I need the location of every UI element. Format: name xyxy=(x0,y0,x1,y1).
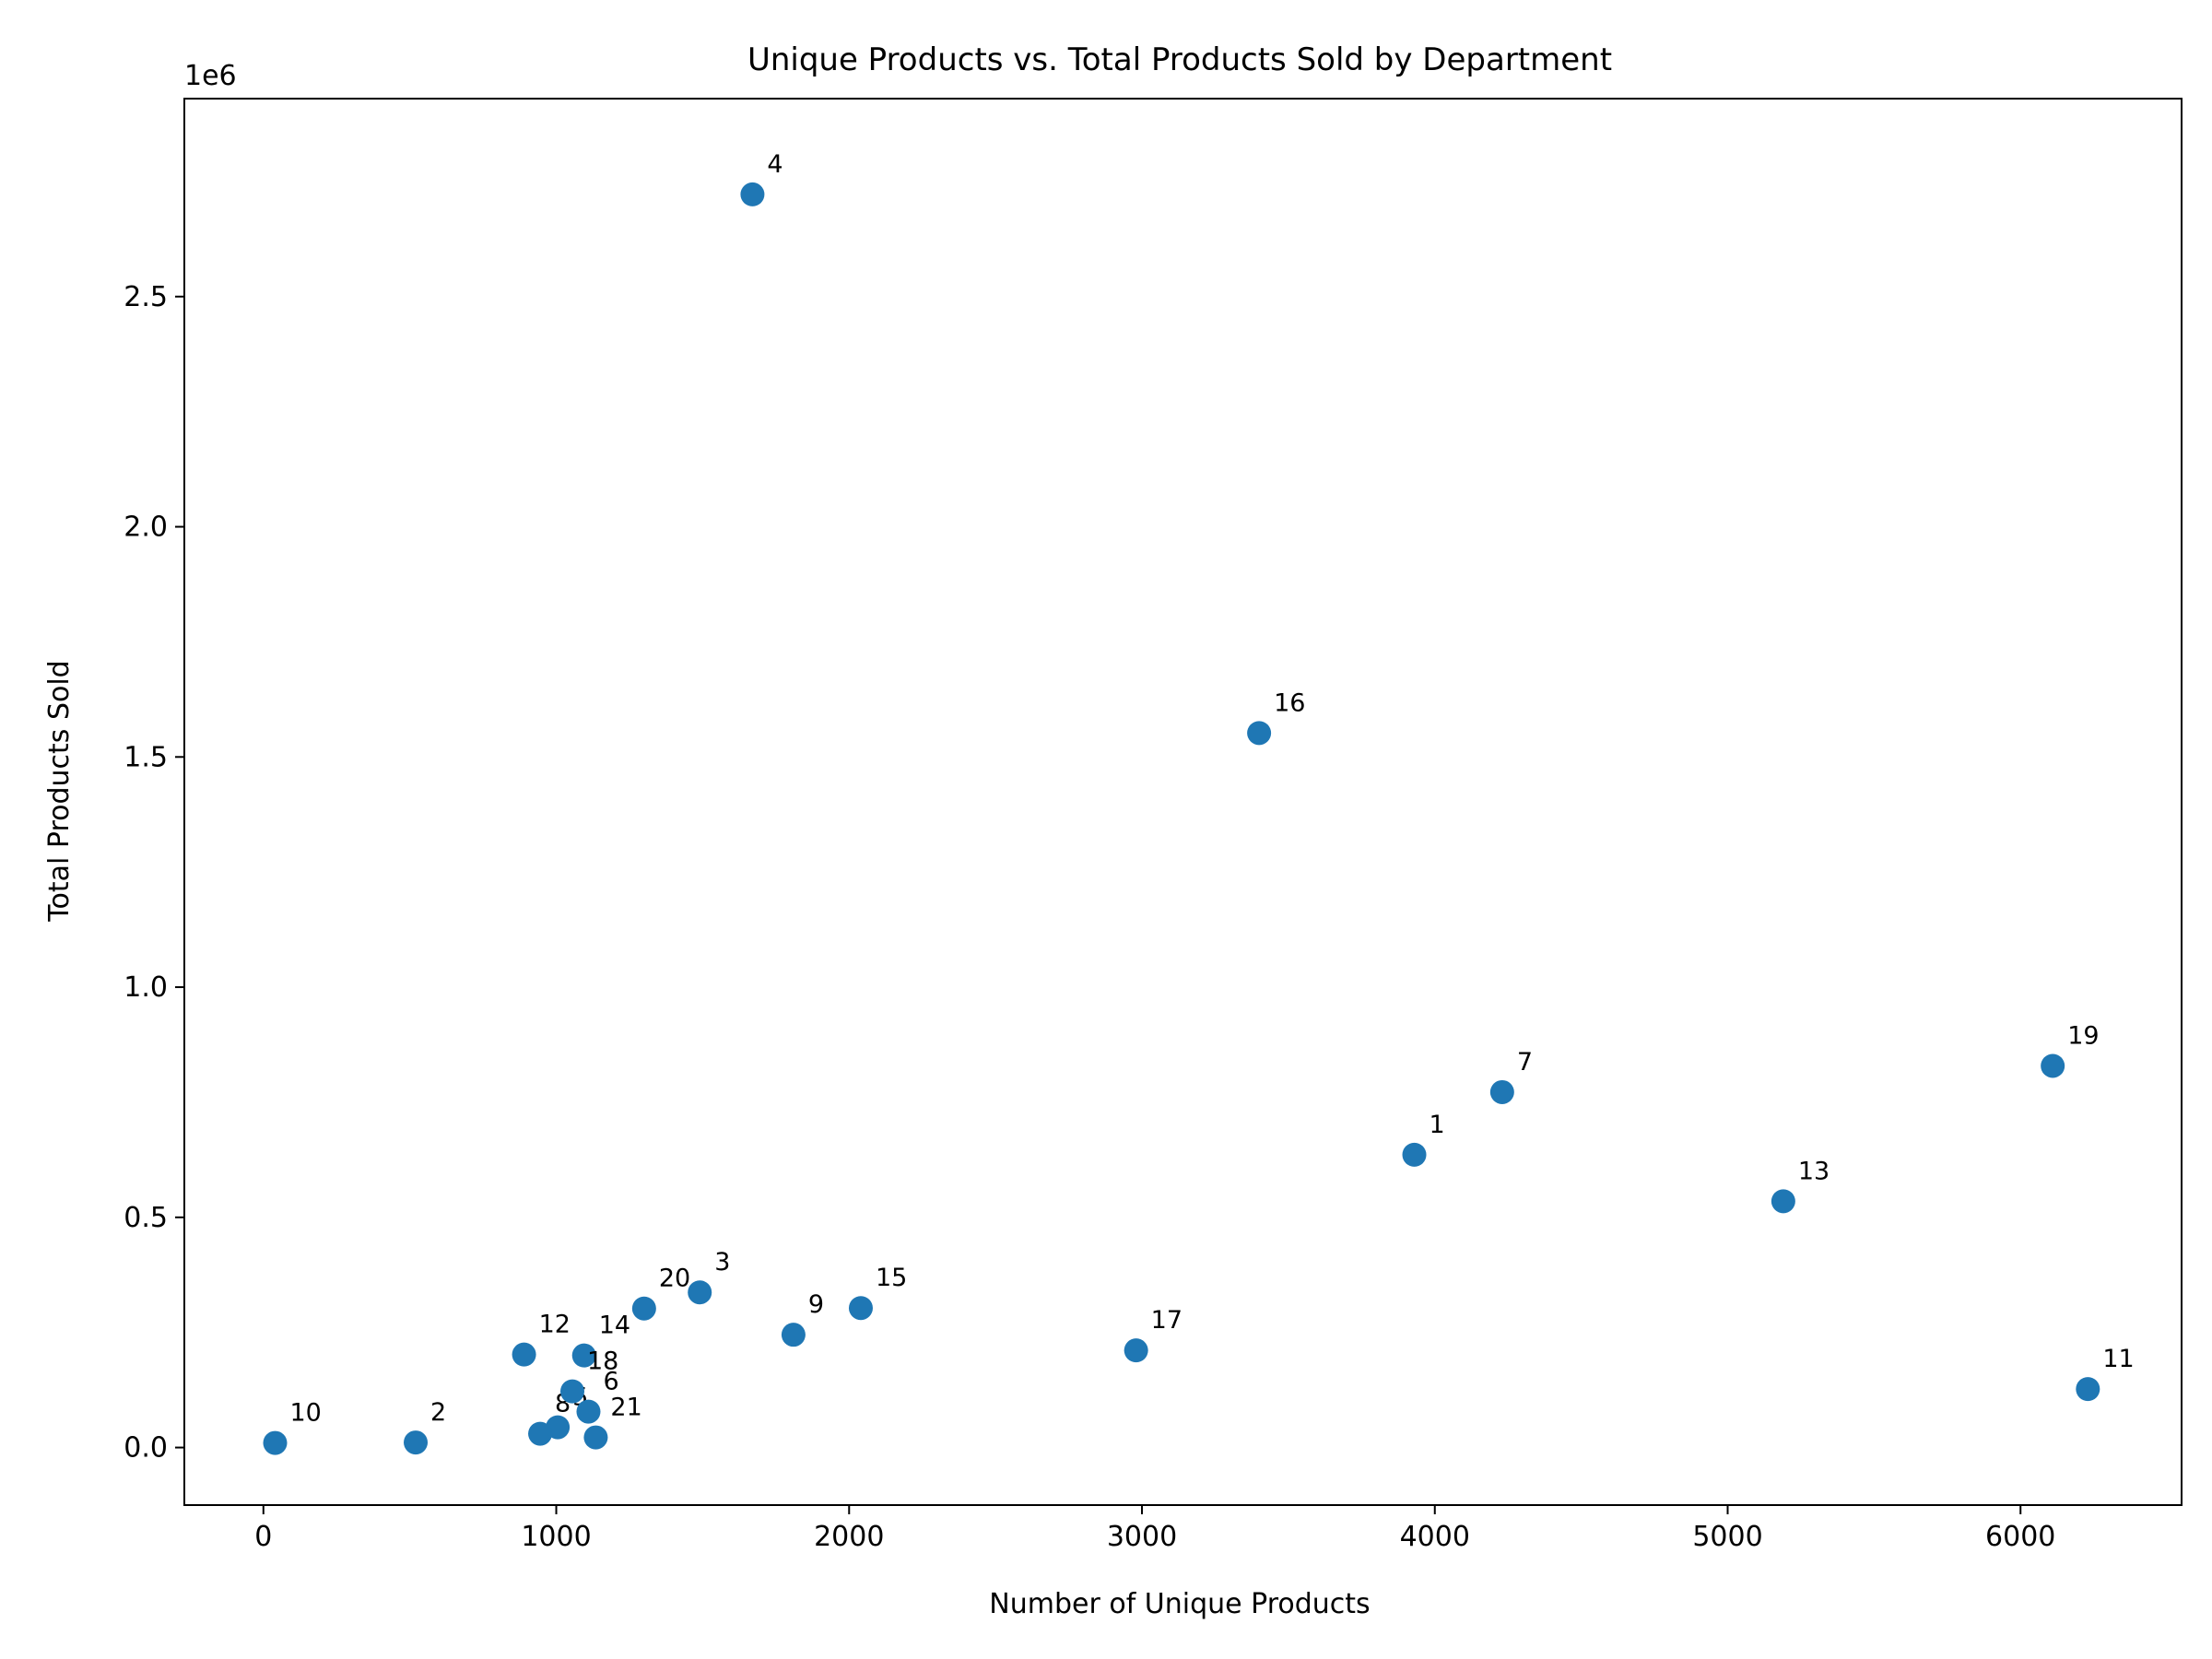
data-point-21 xyxy=(583,1425,608,1450)
y-tick-label: 2.0 xyxy=(124,512,168,544)
y-tick-label: 0.0 xyxy=(124,1432,168,1465)
point-label-9: 9 xyxy=(808,1290,824,1319)
point-label-16: 16 xyxy=(1274,688,1305,717)
point-label-14: 14 xyxy=(599,1312,630,1340)
data-point-11 xyxy=(2076,1377,2100,1402)
x-axis: 0 1000 2000 3000 4000 5000 6000 xyxy=(254,1505,2055,1553)
y-tick-label: 1.0 xyxy=(124,971,168,1004)
point-label-1: 1 xyxy=(1430,1111,1445,1139)
point-label-3: 3 xyxy=(714,1248,730,1277)
point-label-7: 7 xyxy=(1517,1048,1533,1077)
point-label-13: 13 xyxy=(1798,1157,1830,1185)
data-point-14 xyxy=(571,1343,596,1368)
y-tick-label: 2.5 xyxy=(124,281,168,313)
data-point-1 xyxy=(1402,1142,1427,1167)
x-tick-label: 4000 xyxy=(1400,1521,1470,1553)
point-label-19: 19 xyxy=(2067,1021,2099,1050)
point-label-12: 12 xyxy=(539,1311,571,1339)
data-point-8 xyxy=(528,1421,553,1446)
x-axis-label: Number of Unique Products xyxy=(989,1588,1370,1620)
point-label-17: 17 xyxy=(1151,1306,1182,1335)
data-point-15 xyxy=(848,1296,873,1321)
plot-layer: 123456789101112131415161718192021 xyxy=(263,150,2135,1455)
y-tick-label: 0.5 xyxy=(124,1202,168,1234)
data-point-20 xyxy=(631,1296,656,1321)
data-point-19 xyxy=(2041,1053,2065,1078)
x-tick-label: 2000 xyxy=(814,1521,884,1553)
point-label-11: 11 xyxy=(2102,1345,2134,1373)
data-point-18 xyxy=(560,1379,585,1404)
point-label-10: 10 xyxy=(290,1399,322,1428)
data-point-9 xyxy=(781,1323,806,1347)
data-point-12 xyxy=(512,1342,536,1367)
point-label-4: 4 xyxy=(767,150,782,179)
data-point-13 xyxy=(1771,1189,1795,1214)
data-point-16 xyxy=(1247,721,1272,746)
x-tick-label: 3000 xyxy=(1107,1521,1177,1553)
x-tick-label: 0 xyxy=(254,1521,272,1553)
data-point-3 xyxy=(688,1280,712,1305)
point-label-15: 15 xyxy=(876,1264,907,1292)
x-tick-label: 1000 xyxy=(521,1521,591,1553)
point-label-6: 6 xyxy=(603,1368,618,1396)
data-point-6 xyxy=(576,1399,601,1424)
y-offset-label: 1e6 xyxy=(184,60,237,92)
y-tick-label: 1.5 xyxy=(124,741,168,773)
y-axis: 0.0 0.5 1.0 1.5 2.0 2.5 xyxy=(124,281,184,1465)
plot-frame xyxy=(183,98,2183,1506)
data-point-2 xyxy=(404,1430,429,1455)
x-tick-label: 5000 xyxy=(1692,1521,1762,1553)
point-label-20: 20 xyxy=(659,1265,690,1293)
data-point-4 xyxy=(740,182,765,206)
y-axis-label: Total Products Sold xyxy=(43,660,76,922)
point-label-2: 2 xyxy=(430,1398,446,1427)
data-point-17 xyxy=(1124,1338,1148,1363)
data-point-10 xyxy=(263,1430,288,1455)
point-label-21: 21 xyxy=(610,1394,641,1422)
point-label-18: 18 xyxy=(587,1347,618,1376)
data-point-7 xyxy=(1489,1079,1514,1104)
chart-title: Unique Products vs. Total Products Sold … xyxy=(747,41,1612,78)
x-tick-label: 6000 xyxy=(1985,1521,2055,1553)
